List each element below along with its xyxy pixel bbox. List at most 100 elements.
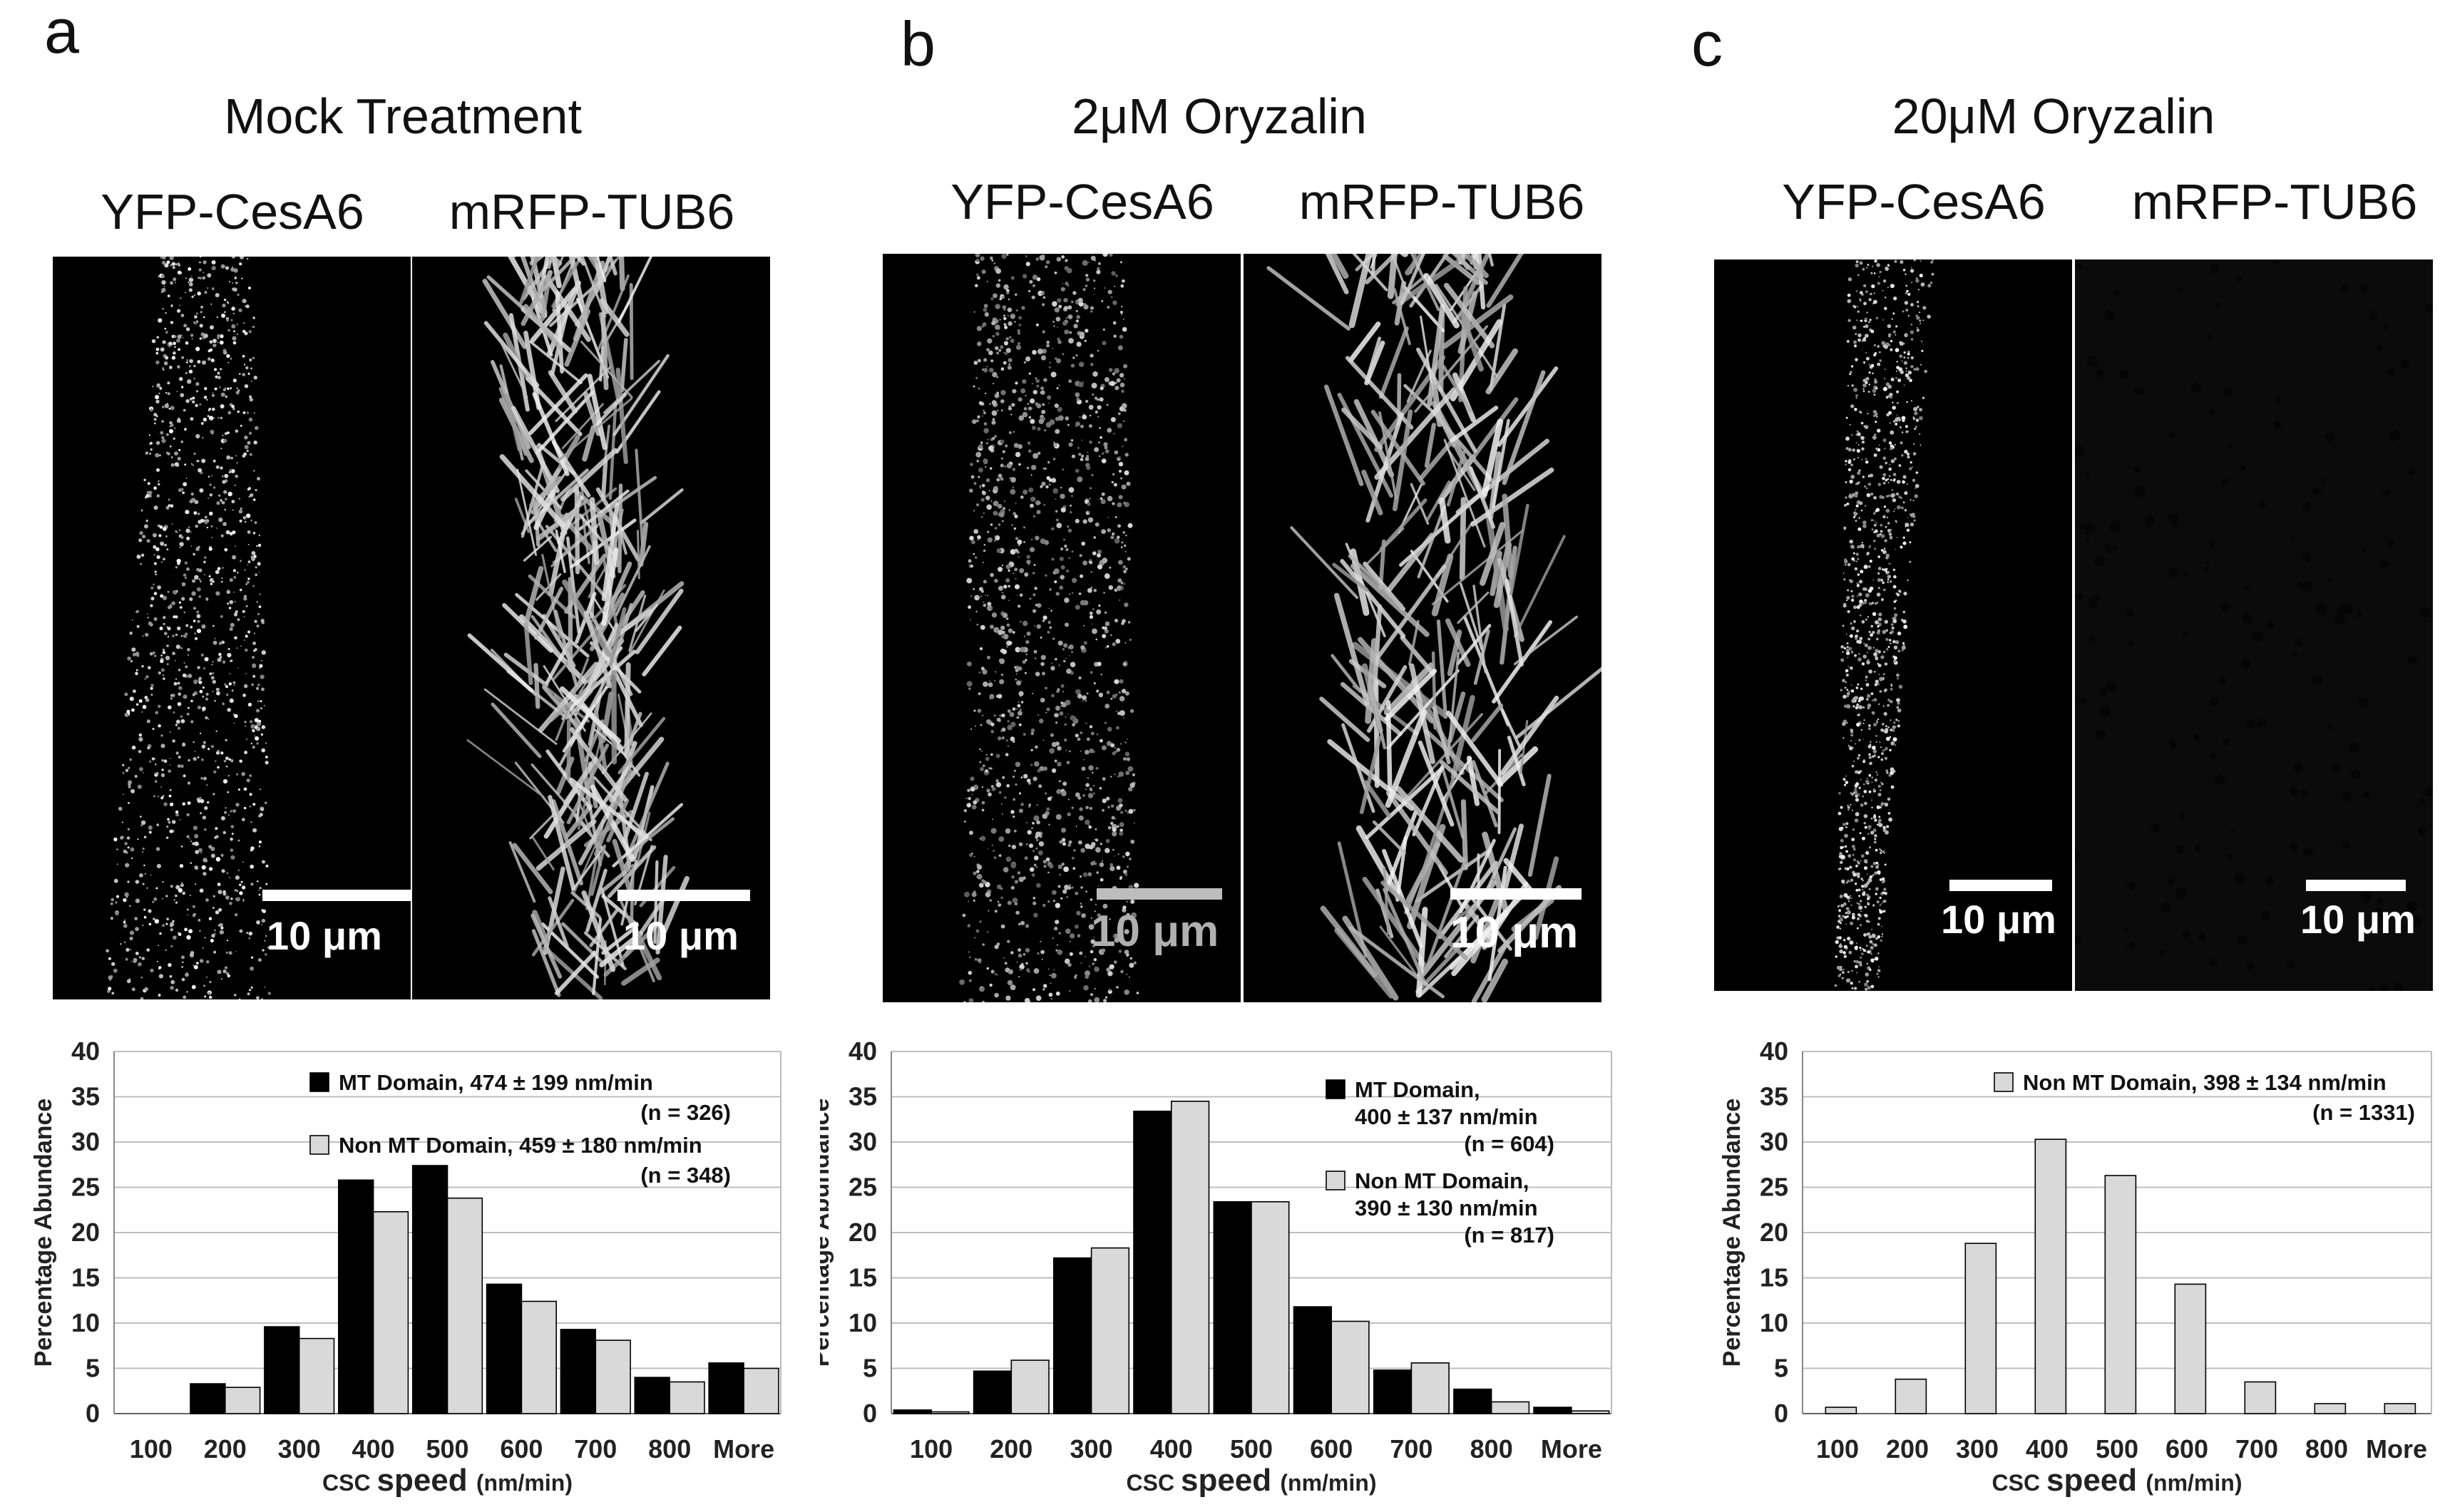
speckle <box>1881 729 1885 732</box>
speckle <box>236 387 238 390</box>
speckle <box>1000 625 1005 630</box>
speckle <box>1110 821 1114 826</box>
speckle <box>1841 919 1843 921</box>
speckle <box>237 389 240 392</box>
speckle <box>1889 463 1891 466</box>
speckle <box>1902 642 1905 645</box>
speckle <box>1889 736 1892 739</box>
speckle <box>156 823 160 826</box>
speckle <box>172 739 175 743</box>
speckle <box>1111 296 1113 298</box>
speckle <box>199 324 203 328</box>
speckle <box>987 530 990 533</box>
speckle <box>173 335 177 338</box>
speckle <box>209 995 212 999</box>
speckle <box>1905 425 1908 428</box>
speckle <box>1050 371 1057 378</box>
speckle <box>141 665 144 668</box>
filament <box>1372 820 1407 855</box>
speckle <box>1104 704 1110 709</box>
speckle <box>1075 392 1080 398</box>
speckle <box>995 324 1000 330</box>
speckle <box>983 459 988 465</box>
speckle <box>1051 972 1057 979</box>
speckle <box>1875 887 1879 891</box>
speckle <box>1112 848 1114 851</box>
filament <box>541 554 561 639</box>
speckle <box>1097 405 1102 410</box>
speckle <box>169 426 171 428</box>
speckle <box>212 417 215 419</box>
speckle <box>974 937 975 939</box>
speckle <box>246 778 250 783</box>
speckle <box>217 567 221 571</box>
speckle <box>1122 403 1127 408</box>
filament <box>1290 526 1359 600</box>
speckle <box>153 505 158 510</box>
x-tick-label: 300 <box>1070 1434 1113 1464</box>
speckle <box>1863 790 1867 793</box>
speckle <box>983 411 986 415</box>
speckle <box>190 463 193 465</box>
speckle <box>254 718 259 723</box>
speckle <box>218 642 222 645</box>
speckle <box>129 936 133 941</box>
speckle <box>978 467 983 473</box>
filament <box>1450 694 1475 780</box>
speckle <box>2265 876 2275 885</box>
speckle <box>182 673 187 678</box>
speckle <box>1046 341 1050 344</box>
speckle <box>1062 842 1067 846</box>
speckle <box>222 969 227 974</box>
speckle <box>216 528 218 529</box>
speckle <box>203 741 206 744</box>
filament <box>1266 266 1350 331</box>
speckle <box>207 475 210 478</box>
speckle <box>1068 487 1075 493</box>
speckle <box>2320 479 2326 485</box>
speckle <box>1037 952 1040 955</box>
speckle <box>193 619 196 622</box>
speckle <box>1855 520 1857 522</box>
speckle <box>1123 501 1127 505</box>
speckle <box>1905 309 1909 312</box>
speckle <box>1860 687 1863 690</box>
speckle <box>1080 962 1082 964</box>
speckle <box>1873 840 1877 844</box>
speckle <box>1112 372 1116 376</box>
speckle <box>1856 595 1858 597</box>
speckle <box>158 480 160 483</box>
scale-bar <box>1450 888 1582 900</box>
speckle <box>1078 815 1084 821</box>
filament <box>1420 315 1432 384</box>
speckle <box>1007 365 1012 370</box>
speckle <box>225 498 227 501</box>
speckle <box>1100 436 1102 439</box>
speckle <box>1025 356 1031 362</box>
speckle <box>236 773 239 776</box>
speckle <box>1845 436 1850 441</box>
speckle <box>1001 565 1003 567</box>
speckle <box>258 889 260 891</box>
speckle <box>1870 692 1874 695</box>
speckle <box>1857 527 1862 531</box>
speckle <box>144 987 148 992</box>
speckle <box>1067 314 1073 319</box>
speckle <box>1075 468 1080 473</box>
speckle <box>1006 645 1008 648</box>
speckle <box>1067 647 1070 649</box>
speckle <box>1890 444 1893 448</box>
speckle <box>1858 603 1862 607</box>
speckle <box>1855 560 1857 562</box>
speckle <box>251 551 256 555</box>
speckle <box>1123 662 1127 666</box>
speckle <box>1863 883 1868 888</box>
speckle <box>1841 879 1845 884</box>
speckle <box>249 453 252 456</box>
speckle <box>178 932 182 936</box>
speckle <box>222 660 226 664</box>
speckle <box>1071 592 1074 595</box>
speckle <box>965 797 968 800</box>
speckle <box>1861 952 1864 955</box>
speckle <box>176 558 181 564</box>
